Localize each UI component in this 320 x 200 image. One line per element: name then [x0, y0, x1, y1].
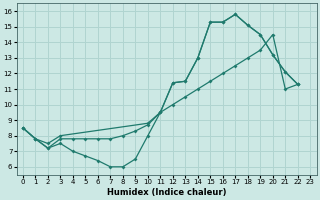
X-axis label: Humidex (Indice chaleur): Humidex (Indice chaleur)	[107, 188, 226, 197]
